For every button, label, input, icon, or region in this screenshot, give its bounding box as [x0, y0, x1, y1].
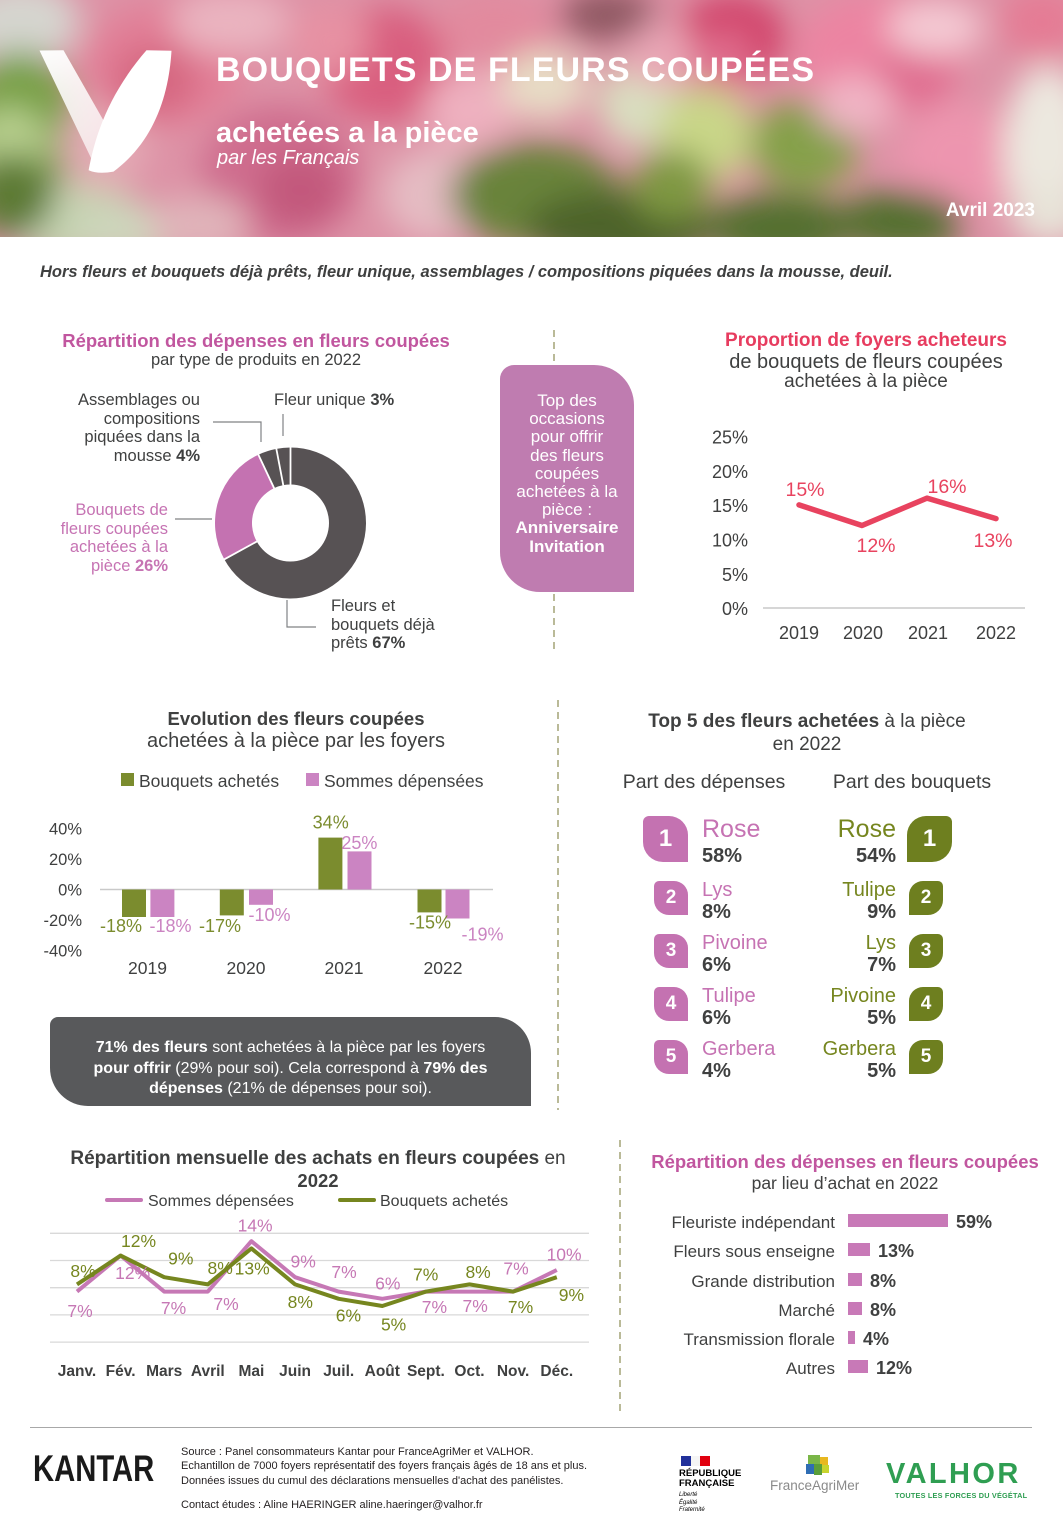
svg-text:2020: 2020: [227, 958, 266, 978]
svg-text:5%: 5%: [381, 1314, 406, 1334]
svg-text:9%: 9%: [291, 1251, 316, 1271]
svg-text:15%: 15%: [712, 496, 748, 516]
svg-text:15%: 15%: [785, 479, 824, 501]
svg-text:9%: 9%: [559, 1285, 584, 1305]
svg-text:Nov.: Nov.: [497, 1363, 529, 1380]
svg-text:-18%: -18%: [149, 916, 191, 936]
svg-text:40%: 40%: [49, 821, 82, 839]
svg-text:2021: 2021: [908, 623, 948, 643]
svg-text:34%: 34%: [313, 813, 349, 833]
svg-text:Fév.: Fév.: [106, 1363, 136, 1380]
svg-text:12%: 12%: [115, 1263, 150, 1283]
svg-text:Août: Août: [365, 1363, 400, 1380]
svg-text:2022: 2022: [976, 623, 1016, 643]
svg-text:-15%: -15%: [409, 913, 451, 933]
svg-text:6%: 6%: [336, 1305, 361, 1325]
svg-text:Avril: Avril: [191, 1363, 225, 1380]
svg-text:-18%: -18%: [100, 916, 142, 936]
svg-text:25%: 25%: [341, 833, 377, 853]
svg-text:7%: 7%: [161, 1298, 186, 1318]
svg-text:7%: 7%: [67, 1301, 92, 1321]
svg-text:7%: 7%: [503, 1258, 528, 1278]
svg-text:13%: 13%: [973, 530, 1012, 552]
svg-text:Mars: Mars: [146, 1363, 182, 1380]
svg-text:7%: 7%: [422, 1297, 447, 1317]
svg-text:12%: 12%: [121, 1231, 156, 1251]
svg-text:Juil.: Juil.: [323, 1363, 354, 1380]
svg-text:2019: 2019: [128, 958, 167, 978]
svg-text:8%: 8%: [288, 1292, 313, 1312]
svg-text:25%: 25%: [712, 428, 748, 448]
svg-text:10%: 10%: [547, 1245, 582, 1265]
svg-text:Déc.: Déc.: [540, 1363, 573, 1380]
svg-text:20%: 20%: [49, 851, 82, 869]
svg-text:8%: 8%: [465, 1262, 490, 1282]
svg-text:8%: 8%: [70, 1261, 95, 1281]
svg-text:7%: 7%: [413, 1264, 438, 1284]
svg-text:10%: 10%: [712, 531, 748, 551]
svg-text:-17%: -17%: [199, 916, 241, 936]
svg-text:14%: 14%: [238, 1215, 273, 1235]
svg-text:2021: 2021: [325, 958, 364, 978]
svg-text:6%: 6%: [375, 1274, 400, 1294]
svg-text:12%: 12%: [856, 535, 895, 557]
svg-text:20%: 20%: [712, 462, 748, 482]
svg-text:7%: 7%: [463, 1296, 488, 1316]
svg-text:13%: 13%: [235, 1258, 270, 1278]
svg-text:16%: 16%: [927, 476, 966, 498]
svg-text:2022: 2022: [424, 958, 463, 978]
svg-text:-20%: -20%: [43, 912, 82, 930]
svg-text:7%: 7%: [508, 1297, 533, 1317]
svg-text:-10%: -10%: [248, 905, 290, 925]
svg-text:-40%: -40%: [43, 943, 82, 961]
svg-text:0%: 0%: [722, 599, 748, 619]
svg-text:5%: 5%: [722, 565, 748, 585]
svg-text:2020: 2020: [843, 623, 883, 643]
svg-text:Oct.: Oct.: [454, 1363, 484, 1380]
svg-text:Sept.: Sept.: [407, 1363, 445, 1380]
svg-text:9%: 9%: [168, 1249, 193, 1269]
svg-text:Mai: Mai: [238, 1363, 264, 1380]
svg-text:7%: 7%: [213, 1294, 238, 1314]
svg-text:-19%: -19%: [461, 925, 503, 945]
svg-text:Juin: Juin: [279, 1363, 311, 1380]
svg-text:2019: 2019: [779, 623, 819, 643]
svg-text:0%: 0%: [58, 882, 82, 900]
svg-text:8%: 8%: [208, 1258, 233, 1278]
svg-text:Janv.: Janv.: [58, 1363, 97, 1380]
svg-text:7%: 7%: [331, 1262, 356, 1282]
